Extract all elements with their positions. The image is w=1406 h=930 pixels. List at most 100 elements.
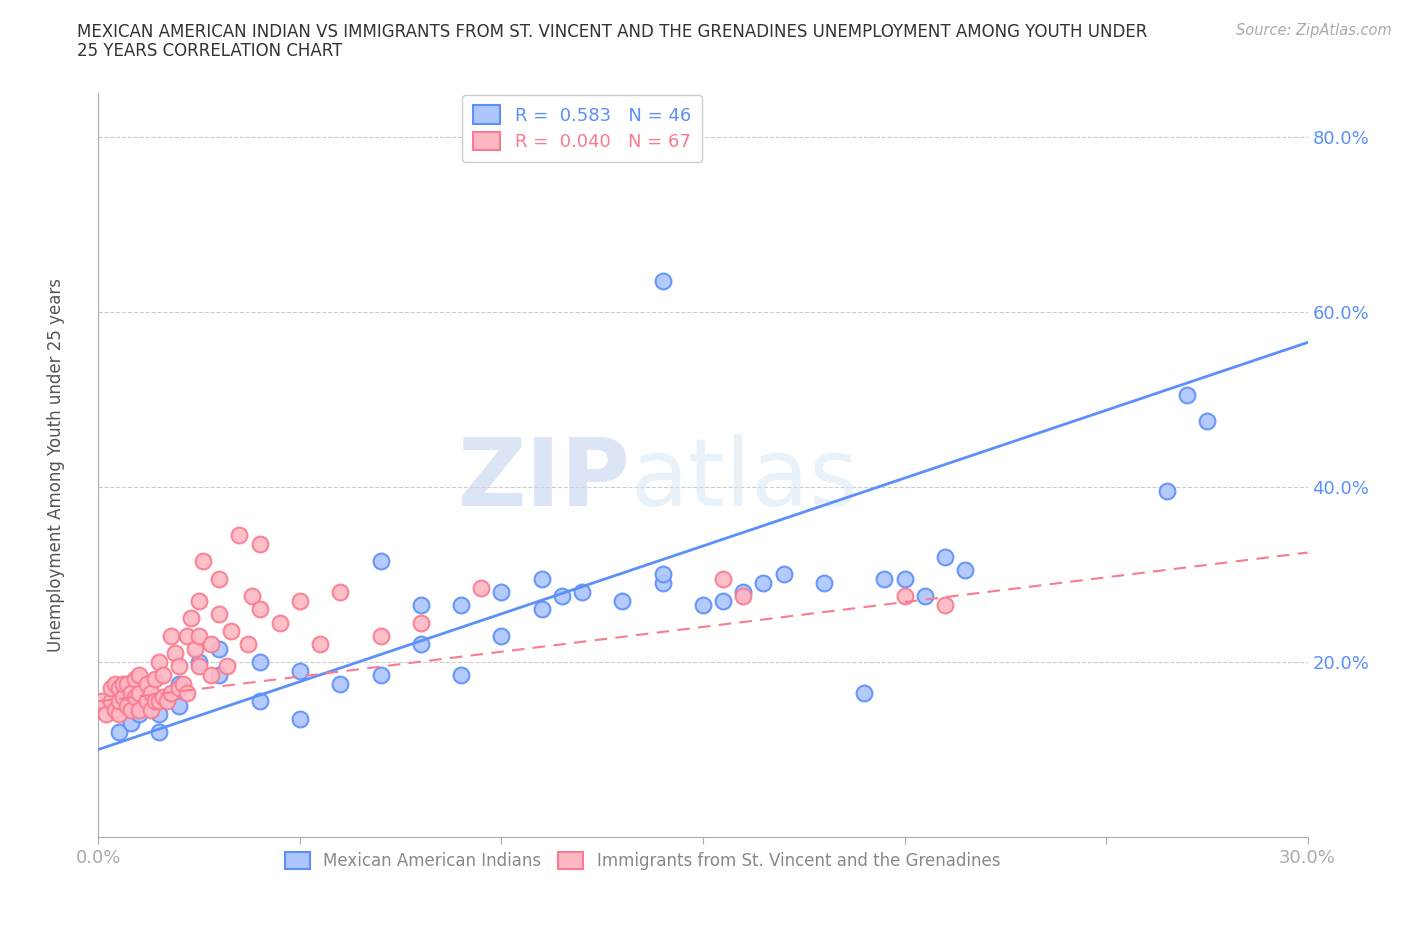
- Point: [409, 598, 432, 613]
- Point: [249, 694, 271, 709]
- Point: [128, 685, 150, 700]
- Point: [329, 584, 352, 599]
- Point: [139, 703, 162, 718]
- Point: [329, 676, 352, 691]
- Point: [370, 629, 392, 644]
- Text: ZIP: ZIP: [457, 434, 630, 525]
- Point: [124, 689, 146, 704]
- Point: [269, 615, 291, 630]
- Point: [221, 624, 243, 639]
- Text: Unemployment Among Youth under 25 years: Unemployment Among Youth under 25 years: [48, 278, 65, 652]
- Point: [128, 668, 150, 683]
- Point: [853, 685, 876, 700]
- Point: [111, 676, 134, 691]
- Point: [711, 593, 734, 608]
- Point: [107, 707, 129, 722]
- Point: [450, 668, 472, 683]
- Point: [107, 694, 129, 709]
- Point: [120, 716, 142, 731]
- Point: [612, 593, 634, 608]
- Point: [208, 571, 231, 586]
- Point: [188, 593, 211, 608]
- Point: [135, 676, 157, 691]
- Point: [450, 598, 472, 613]
- Point: [100, 694, 122, 709]
- Point: [96, 707, 118, 722]
- Legend: Mexican American Indians, Immigrants from St. Vincent and the Grenadines: Mexican American Indians, Immigrants fro…: [278, 845, 1007, 877]
- Point: [240, 589, 263, 604]
- Point: [470, 580, 492, 595]
- Point: [208, 606, 231, 621]
- Point: [1175, 388, 1198, 403]
- Point: [409, 637, 432, 652]
- Point: [733, 589, 755, 604]
- Point: [103, 676, 125, 691]
- Point: [172, 676, 194, 691]
- Point: [176, 629, 198, 644]
- Point: [236, 637, 259, 652]
- Point: [115, 676, 138, 691]
- Point: [148, 655, 170, 670]
- Point: [309, 637, 332, 652]
- Point: [1195, 414, 1218, 429]
- Point: [953, 563, 976, 578]
- Point: [249, 655, 271, 670]
- Point: [143, 672, 166, 687]
- Point: [249, 602, 271, 617]
- Point: [530, 571, 553, 586]
- Point: [167, 676, 190, 691]
- Point: [188, 655, 211, 670]
- Point: [772, 567, 794, 582]
- Point: [107, 681, 129, 696]
- Point: [176, 685, 198, 700]
- Point: [288, 593, 311, 608]
- Point: [813, 576, 835, 591]
- Point: [156, 694, 179, 709]
- Point: [571, 584, 593, 599]
- Point: [188, 629, 211, 644]
- Point: [409, 615, 432, 630]
- Point: [139, 685, 162, 700]
- Text: atlas: atlas: [630, 434, 859, 525]
- Point: [893, 571, 915, 586]
- Point: [491, 584, 513, 599]
- Point: [370, 668, 392, 683]
- Point: [107, 724, 129, 739]
- Point: [934, 598, 956, 613]
- Point: [530, 602, 553, 617]
- Point: [208, 642, 231, 657]
- Point: [100, 681, 122, 696]
- Point: [148, 724, 170, 739]
- Point: [143, 694, 166, 709]
- Point: [167, 681, 190, 696]
- Point: [1156, 484, 1178, 498]
- Text: 25 YEARS CORRELATION CHART: 25 YEARS CORRELATION CHART: [77, 42, 343, 60]
- Point: [91, 694, 114, 709]
- Point: [208, 668, 231, 683]
- Point: [120, 703, 142, 718]
- Point: [188, 658, 211, 673]
- Text: MEXICAN AMERICAN INDIAN VS IMMIGRANTS FROM ST. VINCENT AND THE GRENADINES UNEMPL: MEXICAN AMERICAN INDIAN VS IMMIGRANTS FR…: [77, 23, 1147, 41]
- Point: [288, 663, 311, 678]
- Point: [370, 554, 392, 569]
- Point: [692, 598, 714, 613]
- Point: [160, 629, 183, 644]
- Point: [148, 707, 170, 722]
- Point: [873, 571, 896, 586]
- Point: [249, 537, 271, 551]
- Point: [148, 694, 170, 709]
- Point: [733, 584, 755, 599]
- Point: [893, 589, 915, 604]
- Point: [167, 658, 190, 673]
- Point: [124, 672, 146, 687]
- Point: [180, 611, 202, 626]
- Point: [115, 698, 138, 713]
- Point: [167, 698, 190, 713]
- Point: [120, 685, 142, 700]
- Point: [934, 550, 956, 565]
- Point: [152, 689, 174, 704]
- Text: Source: ZipAtlas.com: Source: ZipAtlas.com: [1236, 23, 1392, 38]
- Point: [152, 668, 174, 683]
- Point: [752, 576, 775, 591]
- Point: [491, 629, 513, 644]
